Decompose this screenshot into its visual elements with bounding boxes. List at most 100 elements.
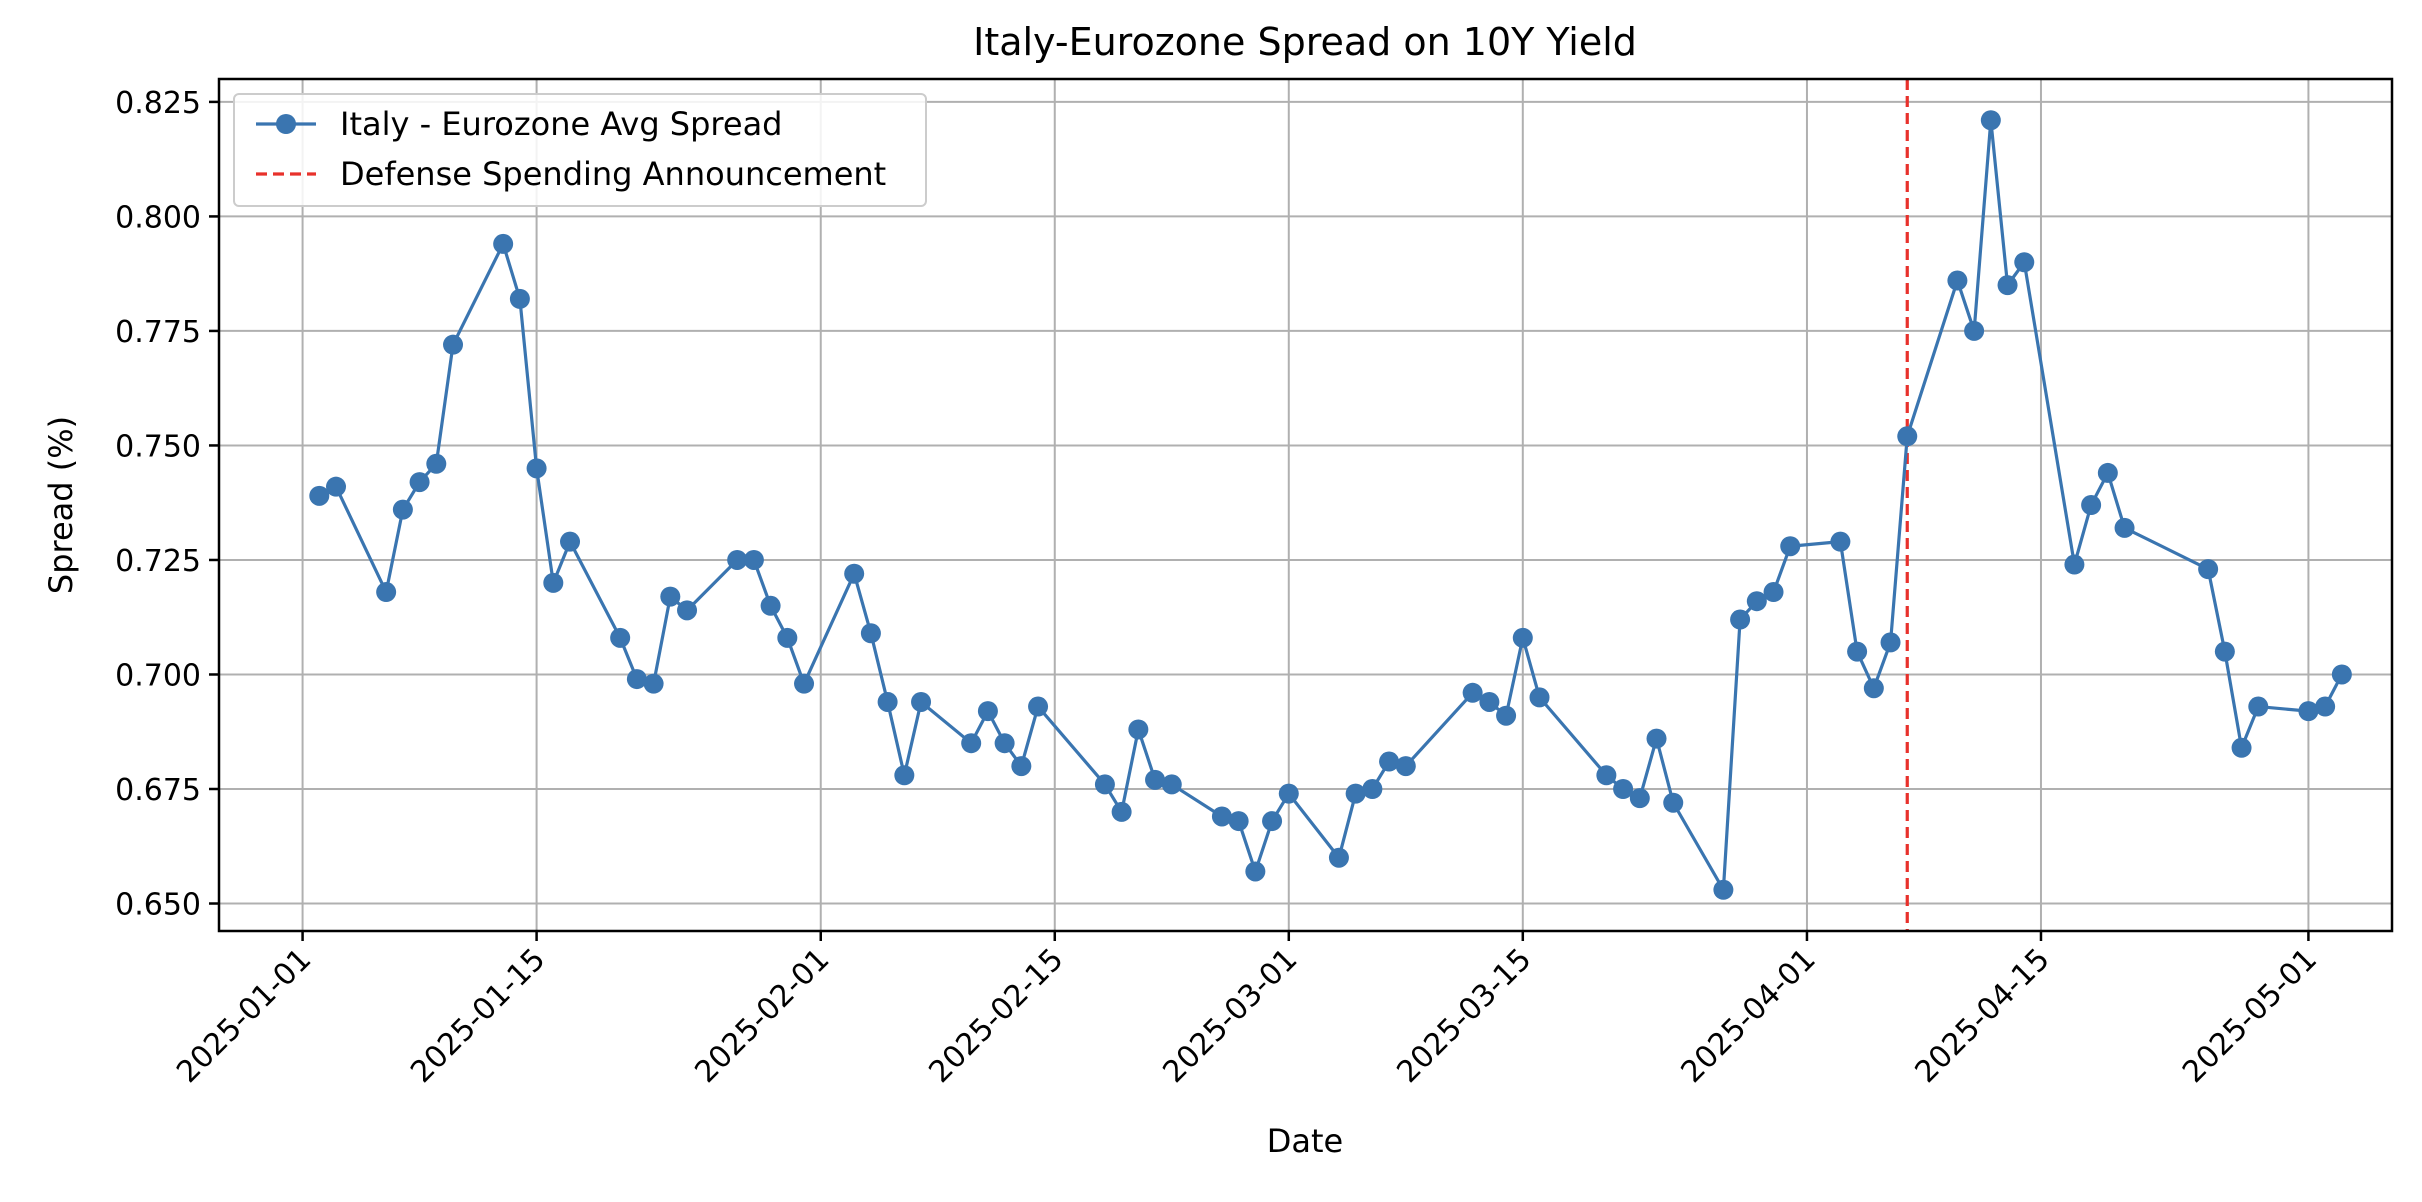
data-point — [1512, 627, 1533, 648]
x-tick-label: 2025-04-15 — [1909, 942, 2057, 1090]
data-point — [844, 563, 865, 584]
data-point — [426, 453, 447, 474]
data-point — [743, 549, 764, 570]
series-line — [318, 118, 2344, 892]
data-point — [1395, 756, 1416, 777]
x-axis-label: Date — [1267, 1122, 1343, 1160]
data-point — [1730, 609, 1751, 630]
data-point — [760, 595, 781, 616]
x-tick-label: 2025-01-15 — [404, 942, 552, 1090]
data-point — [911, 691, 932, 712]
data-point — [376, 582, 397, 603]
legend: Italy - Eurozone Avg Spread Defense Spen… — [233, 93, 927, 207]
data-point — [777, 627, 798, 648]
x-axis: 2025-01-01 2025-01-15 2025-02-01 2025-02-15… — [170, 931, 2324, 1090]
data-point — [1629, 788, 1650, 809]
data-point — [2315, 696, 2336, 717]
data-point — [677, 600, 698, 621]
data-point — [1245, 861, 1266, 882]
y-tick-label: 0.775 — [115, 315, 201, 350]
data-point — [1997, 275, 2018, 296]
data-point — [1362, 779, 1383, 799]
data-point — [1278, 783, 1299, 804]
data-point — [1713, 879, 1734, 900]
data-point — [1262, 811, 1283, 832]
data-point — [443, 334, 464, 355]
data-point — [660, 586, 681, 607]
data-point — [1094, 774, 1115, 795]
data-point — [509, 288, 530, 309]
data-point — [2064, 554, 2085, 575]
data-point — [1328, 847, 1349, 868]
data-point — [1028, 696, 1049, 717]
data-point — [1763, 582, 1784, 603]
data-point — [794, 673, 815, 694]
data-point — [2097, 462, 2118, 483]
data-point — [1746, 591, 1767, 612]
y-tick-label: 0.650 — [115, 888, 201, 923]
data-point — [1613, 779, 1634, 799]
y-tick-label: 0.750 — [115, 429, 201, 464]
data-point — [1145, 769, 1166, 790]
legend-box — [233, 93, 927, 207]
data-point — [1863, 678, 1884, 699]
x-tick-label: 2025-04-01 — [1675, 942, 1823, 1090]
data-point — [643, 673, 664, 694]
data-point — [1663, 792, 1684, 813]
x-tick-label: 2025-05-01 — [2176, 942, 2324, 1090]
data-point — [2298, 701, 2319, 722]
data-point — [309, 485, 330, 506]
plot-area-frame — [217, 77, 2394, 933]
data-point — [727, 549, 748, 570]
legend-event-label: Defense Spending Announcement — [340, 155, 886, 193]
data-point — [2248, 696, 2269, 717]
y-axis: 0.650 0.675 0.700 0.725 0.750 0.775 0.800 0.825 — [115, 86, 219, 923]
data-point — [1128, 719, 1149, 740]
legend-series-marker — [276, 114, 296, 134]
legend-series-label: Italy - Eurozone Avg Spread — [340, 105, 782, 143]
data-point — [626, 669, 647, 690]
y-tick-label: 0.675 — [115, 773, 201, 808]
data-point — [2331, 664, 2352, 685]
data-point — [1479, 691, 1500, 712]
data-point — [1947, 270, 1968, 291]
data-point — [560, 531, 581, 552]
data-point — [1011, 756, 1032, 777]
data-point — [1111, 801, 1132, 822]
data-point — [1830, 531, 1851, 552]
data-point — [326, 476, 347, 497]
data-point — [977, 701, 998, 722]
data-point — [2081, 495, 2102, 515]
data-point — [1897, 426, 1918, 447]
x-tick-label: 2025-01-01 — [170, 942, 318, 1090]
x-tick-label: 2025-03-15 — [1390, 942, 1538, 1090]
x-tick-label: 2025-03-01 — [1156, 942, 1304, 1090]
data-point — [409, 472, 430, 493]
data-series — [309, 110, 2352, 900]
data-point — [1780, 536, 1801, 557]
data-point — [2214, 641, 2235, 662]
data-point — [1646, 728, 1667, 749]
y-tick-label: 0.725 — [115, 544, 201, 579]
data-point — [1379, 751, 1400, 772]
data-point — [894, 765, 915, 786]
y-tick-label: 0.800 — [115, 200, 201, 235]
data-point — [994, 733, 1015, 754]
y-tick-label: 0.825 — [115, 86, 201, 121]
data-point — [392, 499, 413, 520]
data-point — [1228, 811, 1249, 832]
data-point — [2198, 559, 2219, 580]
data-point — [1462, 682, 1483, 703]
y-axis-label: Spread (%) — [42, 416, 80, 594]
data-point — [493, 233, 514, 254]
data-point — [860, 623, 881, 644]
data-point — [1980, 110, 2001, 131]
data-point — [877, 691, 898, 712]
data-point — [2014, 252, 2035, 273]
data-point — [610, 627, 631, 648]
data-point — [1880, 632, 1901, 653]
x-tick-label: 2025-02-01 — [688, 942, 836, 1090]
data-point — [1345, 783, 1366, 804]
data-point — [543, 572, 564, 593]
